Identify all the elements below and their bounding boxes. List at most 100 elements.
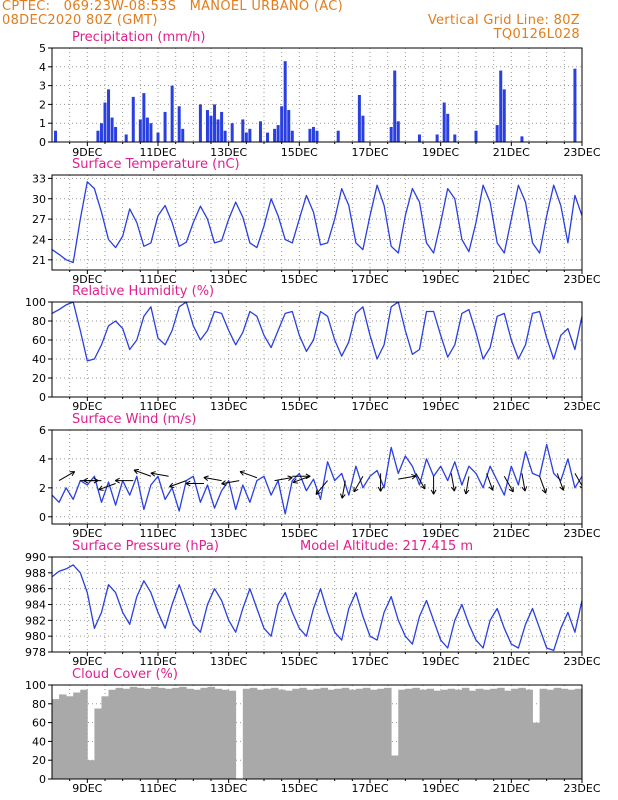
wind-arrow-head (430, 489, 435, 495)
cloud-bar (115, 687, 124, 779)
precip-bar (220, 111, 224, 142)
x-tick-label: 13DEC (210, 273, 247, 286)
cloud-bar (362, 687, 371, 779)
cloud-bar (398, 689, 406, 779)
cloud-bar (327, 689, 336, 779)
wind-arrow-head (315, 489, 318, 495)
precip-bar (258, 121, 262, 142)
wind-arrow-head (239, 470, 246, 473)
panel-title: Surface Temperature (nC) (72, 157, 240, 172)
y-tick-label: 978 (25, 646, 46, 659)
x-tick-label: 23DEC (563, 782, 600, 795)
x-tick-label: 19DEC (422, 146, 459, 159)
y-tick-label: 4 (39, 453, 46, 466)
cloud-bar (426, 688, 434, 779)
y-tick-label: 24 (32, 233, 46, 246)
x-tick-label: 19DEC (422, 400, 459, 413)
wind-arrow (556, 473, 565, 491)
wind-arrow-head (203, 477, 209, 482)
wind-arrow (340, 480, 346, 499)
panel-title: Surface Wind (m/s) (72, 412, 196, 427)
wind-arrow-head (315, 492, 321, 495)
cloud-bar (306, 689, 314, 779)
wind-arrow-head (508, 488, 514, 493)
precip-bar (205, 110, 209, 142)
wind-arrow-head (98, 489, 104, 491)
precip-bar (170, 85, 174, 142)
wind-arrow-head (71, 471, 76, 477)
cloud-bar (228, 690, 237, 779)
x-tick-label: 21DEC (493, 146, 530, 159)
series-line (52, 302, 582, 362)
wind-arrow-shaft (521, 473, 526, 492)
precip-bar (393, 70, 397, 142)
cloud-bar (158, 687, 166, 779)
wind-arrow-head (380, 486, 384, 492)
wind-arrow-shaft (353, 476, 364, 493)
cloud-bar (334, 688, 343, 779)
wind-arrow-head (115, 477, 120, 482)
wind-arrow-head (239, 471, 244, 476)
cloud-bar (567, 689, 576, 779)
cloud-bar (574, 688, 582, 779)
y-tick-label: 60 (32, 334, 46, 347)
wind-arrow-shaft (503, 476, 514, 493)
cloud-bar (370, 689, 378, 779)
wind-arrow-shaft (203, 476, 222, 482)
precip-bar (266, 132, 270, 142)
wind-arrow-head (545, 488, 548, 494)
y-tick-label: 6 (39, 424, 46, 437)
precip-bar (124, 134, 128, 142)
precip-bar (156, 132, 160, 142)
wind-arrow-head (221, 483, 227, 486)
cloud-bar (193, 689, 201, 779)
wind-arrow-shaft (465, 476, 470, 495)
precip-bar (361, 115, 365, 142)
y-tick-label: 40 (32, 735, 46, 748)
panel-subtitle: Model Altitude: 217.415 m (300, 539, 473, 554)
y-tick-label: 100 (25, 679, 46, 692)
wind-arrow-head (287, 475, 293, 478)
wind-arrow-shaft (415, 473, 426, 490)
cloud-bar (101, 696, 109, 779)
wind-arrow (377, 473, 384, 492)
data-layer (54, 61, 577, 142)
wind-arrow (115, 477, 134, 484)
precip-bar (446, 113, 450, 142)
wind-arrow-head (292, 478, 297, 483)
precip-bar (435, 134, 439, 142)
cloud-bar (384, 687, 392, 779)
x-tick-label: 13DEC (210, 655, 247, 668)
y-tick-label: 1 (39, 117, 46, 130)
cloud-bar (582, 691, 589, 779)
vertical-grid-info: Vertical Grid Line: 80Z (427, 13, 580, 28)
x-tick-label: 13DEC (210, 527, 247, 540)
precip-bar (287, 110, 291, 142)
x-tick-label: 17DEC (351, 146, 388, 159)
cloud-bar (285, 690, 293, 779)
x-tick-label: 17DEC (351, 782, 388, 795)
cloud-bar (377, 688, 385, 779)
x-tick-label: 11DEC (139, 527, 176, 540)
panel-6: Cloud Cover (%) 0 20 40 60 80 100 9DEC 11DEC 13DE… (25, 667, 601, 795)
y-tick-label: 20 (32, 754, 46, 767)
wind-arrow-head (203, 475, 209, 478)
wind-arrow-head (288, 477, 293, 482)
wind-arrow-head (453, 486, 457, 492)
cloud-bar (412, 687, 420, 779)
x-tick-label: 11DEC (139, 782, 176, 795)
wind-arrow-head (488, 486, 494, 491)
wind-arrow-shaft (239, 471, 258, 479)
wind-arrow-head (450, 486, 455, 492)
precip-bar (142, 93, 146, 142)
precip-bar (213, 104, 217, 142)
wind-arrow-head (524, 486, 528, 492)
cloud-bar (73, 692, 81, 779)
x-tick-label: 21DEC (493, 527, 530, 540)
x-tick-label: 15DEC (281, 655, 318, 668)
wind-arrow (503, 476, 514, 493)
cloud-bar (150, 686, 159, 779)
data-layer (52, 181, 582, 264)
y-tick-label: 100 (25, 296, 46, 309)
cloud-bar (179, 686, 187, 779)
